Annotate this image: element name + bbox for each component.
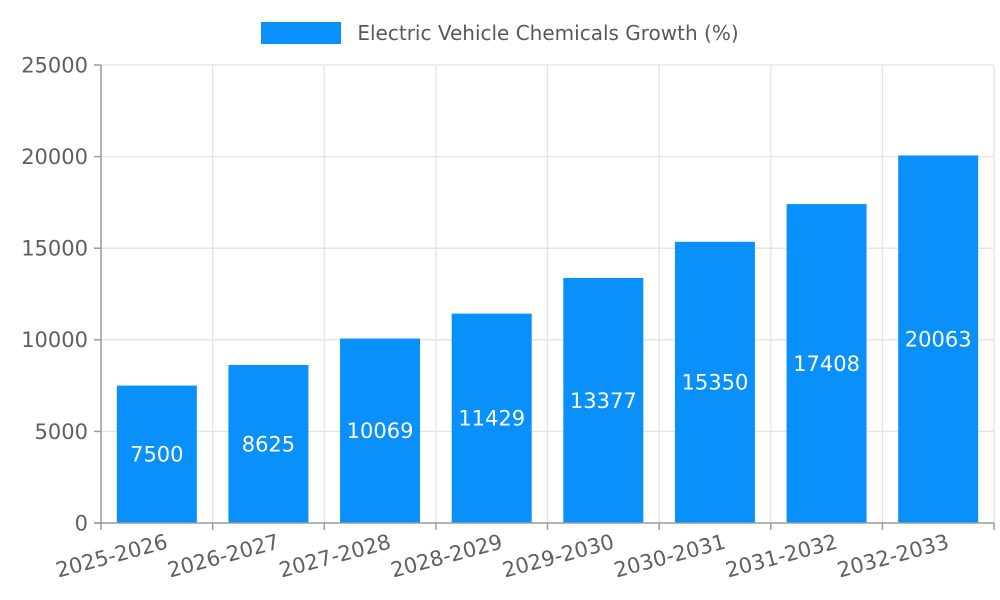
x-tick-label: 2025-2026 bbox=[53, 530, 170, 583]
bar-2029-2030[interactable] bbox=[563, 277, 644, 523]
bar-2028-2029[interactable] bbox=[451, 313, 532, 523]
bar-value-label: 10069 bbox=[347, 419, 414, 443]
y-tick-label: 10000 bbox=[21, 328, 88, 352]
x-tick-label: 2026-2027 bbox=[165, 530, 282, 583]
bar-2030-2031[interactable] bbox=[674, 241, 755, 523]
bar-value-label: 15350 bbox=[682, 371, 749, 395]
y-tick-label: 20000 bbox=[21, 145, 88, 169]
bar-value-label: 17408 bbox=[793, 352, 860, 376]
bar-value-label: 8625 bbox=[242, 432, 295, 456]
bar-2026-2027[interactable] bbox=[228, 364, 309, 523]
y-tick-label: 5000 bbox=[35, 420, 88, 444]
x-tick-label: 2028-2029 bbox=[388, 530, 505, 583]
bar-value-label: 13377 bbox=[570, 389, 637, 413]
legend-swatch bbox=[261, 22, 342, 44]
bar-2027-2028[interactable] bbox=[340, 338, 421, 523]
x-tick-label: 2030-2031 bbox=[611, 530, 728, 583]
x-tick-label: 2031-2032 bbox=[723, 530, 840, 583]
legend[interactable]: Electric Vehicle Chemicals Growth (%) bbox=[0, 22, 1000, 44]
bar-value-label: 11429 bbox=[458, 407, 525, 431]
y-tick-label: 25000 bbox=[21, 53, 88, 77]
bar-2031-2032[interactable] bbox=[786, 204, 867, 523]
x-tick-label: 2029-2030 bbox=[500, 530, 617, 583]
legend-label: Electric Vehicle Chemicals Growth (%) bbox=[357, 21, 739, 45]
y-tick-label: 15000 bbox=[21, 237, 88, 261]
y-tick-label: 0 bbox=[75, 511, 88, 535]
bar-2032-2033[interactable] bbox=[898, 155, 979, 523]
x-tick-label: 2032-2033 bbox=[835, 530, 952, 583]
bar-2025-2026[interactable] bbox=[116, 385, 197, 523]
bar-value-label: 7500 bbox=[130, 443, 183, 467]
x-tick-label: 2027-2028 bbox=[277, 530, 394, 583]
bar-value-label: 20063 bbox=[905, 328, 972, 352]
